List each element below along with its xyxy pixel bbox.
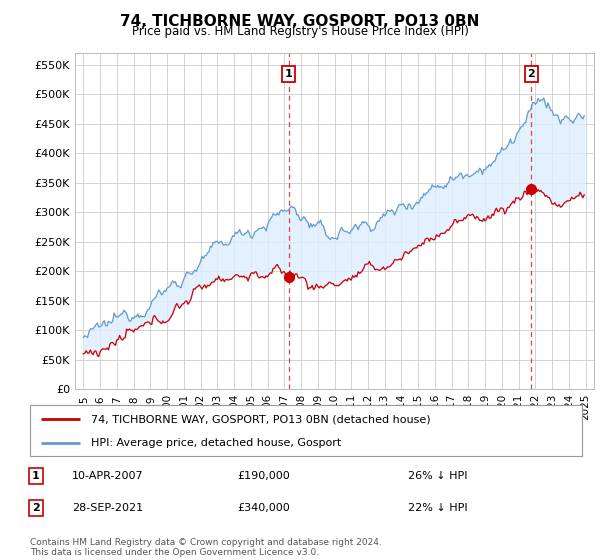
Text: Contains HM Land Registry data © Crown copyright and database right 2024.
This d: Contains HM Land Registry data © Crown c… [30, 538, 382, 557]
Text: 10-APR-2007: 10-APR-2007 [72, 471, 144, 481]
Text: HPI: Average price, detached house, Gosport: HPI: Average price, detached house, Gosp… [91, 438, 341, 448]
Text: 74, TICHBORNE WAY, GOSPORT, PO13 0BN (detached house): 74, TICHBORNE WAY, GOSPORT, PO13 0BN (de… [91, 414, 430, 424]
Text: £190,000: £190,000 [238, 471, 290, 481]
Text: 22% ↓ HPI: 22% ↓ HPI [408, 503, 467, 513]
Text: 28-SEP-2021: 28-SEP-2021 [73, 503, 143, 513]
Text: £340,000: £340,000 [238, 503, 290, 513]
Text: 1: 1 [285, 69, 293, 79]
Text: 74, TICHBORNE WAY, GOSPORT, PO13 0BN: 74, TICHBORNE WAY, GOSPORT, PO13 0BN [121, 14, 479, 29]
Text: 26% ↓ HPI: 26% ↓ HPI [408, 471, 467, 481]
Text: 1: 1 [32, 471, 40, 481]
Text: Price paid vs. HM Land Registry's House Price Index (HPI): Price paid vs. HM Land Registry's House … [131, 25, 469, 38]
Text: 2: 2 [527, 69, 535, 79]
Text: 2: 2 [32, 503, 40, 513]
